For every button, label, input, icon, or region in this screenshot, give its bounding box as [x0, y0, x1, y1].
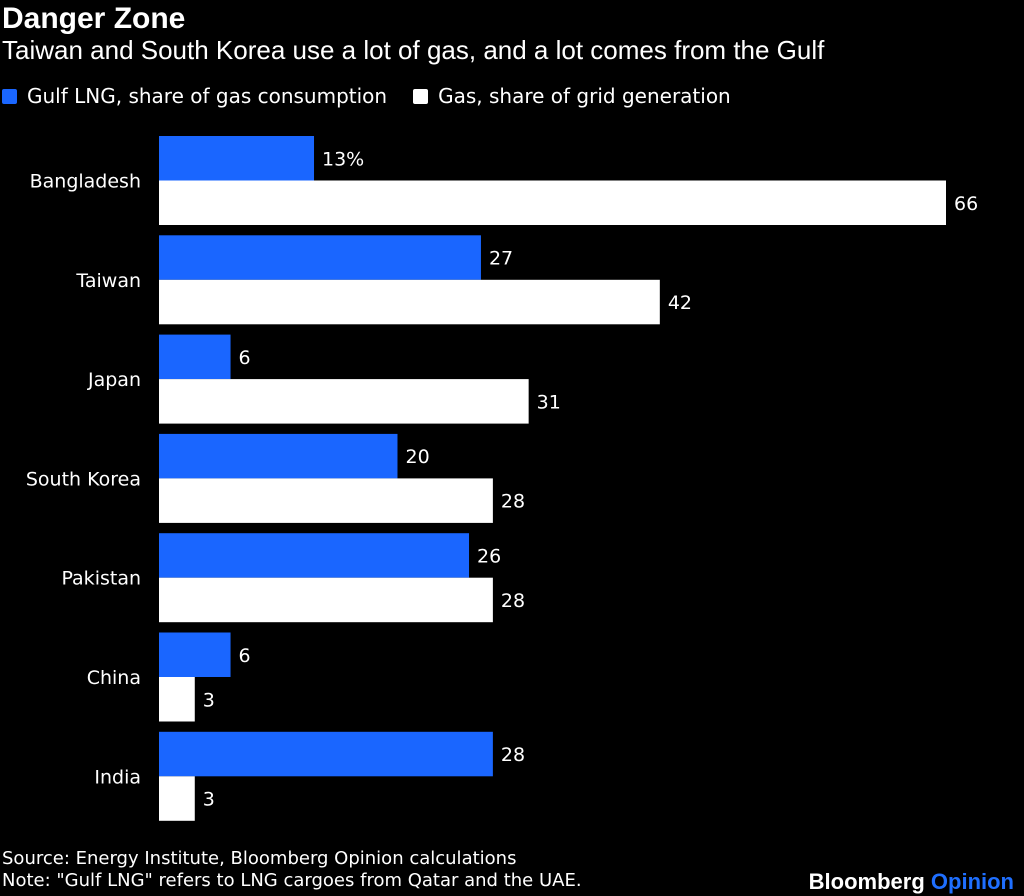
bar-gulf-lng-bangladesh — [159, 136, 315, 181]
legend-item-gulf-lng: Gulf LNG, share of gas consumption — [2, 83, 387, 109]
legend-label-gas-grid: Gas, share of grid generation — [438, 84, 731, 108]
bar-gas-grid-taiwan — [159, 279, 660, 325]
note-text: Note: "Gulf LNG" refers to LNG cargoes f… — [2, 870, 582, 891]
bar-gas-grid-south-korea — [159, 478, 493, 523]
value-label-gas-grid-pakistan: 28 — [501, 590, 525, 612]
value-label-gulf-lng-china: 6 — [239, 645, 251, 667]
category-label-south-korea: South Korea — [26, 468, 141, 490]
legend-swatch-gas-grid — [413, 88, 429, 104]
chart-subtitle: Taiwan and South Korea use a lot of gas,… — [2, 35, 825, 65]
bar-gulf-lng-pakistan — [159, 533, 470, 578]
value-label-gulf-lng-south-korea: 20 — [405, 446, 429, 468]
bar-gas-grid-china — [159, 677, 195, 722]
value-label-gas-grid-south-korea: 28 — [501, 491, 525, 513]
value-label-gulf-lng-india: 28 — [501, 744, 525, 766]
chart-title: Danger Zone — [2, 2, 186, 35]
legend: Gulf LNG, share of gas consumption Gas, … — [2, 83, 757, 109]
bar-gas-grid-india — [159, 776, 195, 821]
brand-section: Opinion — [930, 869, 1014, 894]
bar-gas-grid-bangladesh — [159, 180, 946, 225]
category-label-india: India — [94, 766, 141, 788]
value-label-gulf-lng-bangladesh: 13% — [322, 148, 364, 170]
value-label-gulf-lng-taiwan: 27 — [489, 248, 513, 270]
bar-gulf-lng-japan — [159, 334, 231, 380]
bar-gulf-lng-india — [159, 731, 493, 777]
value-label-gulf-lng-japan: 6 — [239, 347, 251, 369]
bar-gas-grid-japan — [159, 379, 529, 424]
category-label-japan: Japan — [87, 369, 141, 391]
legend-label-gulf-lng: Gulf LNG, share of gas consumption — [27, 84, 388, 108]
category-label-taiwan: Taiwan — [75, 270, 141, 292]
bar-gulf-lng-taiwan — [159, 235, 481, 280]
source-text: Source: Energy Institute, Bloomberg Opin… — [2, 848, 517, 869]
bar-gulf-lng-china — [159, 632, 231, 677]
value-label-gas-grid-taiwan: 42 — [668, 292, 692, 314]
legend-swatch-gulf-lng — [2, 88, 17, 104]
value-label-gulf-lng-pakistan: 26 — [477, 545, 501, 567]
footer-notes: Source: Energy Institute, Bloomberg Opin… — [2, 848, 582, 892]
value-label-gas-grid-japan: 31 — [537, 391, 561, 413]
value-label-gas-grid-india: 3 — [203, 789, 215, 811]
value-label-gas-grid-bangladesh: 66 — [954, 193, 978, 215]
category-label-pakistan: Pakistan — [61, 568, 141, 590]
value-label-gas-grid-china: 3 — [203, 689, 215, 711]
category-label-china: China — [87, 667, 141, 689]
bar-chart: Bangladesh 13% 66 Taiwan 27 42 Japan 6 31 South K… — [26, 136, 978, 821]
legend-item-gas-grid: Gas, share of grid generation — [413, 83, 731, 109]
brand-logo: Bloomberg Opinion — [809, 870, 1014, 894]
category-label-bangladesh: Bangladesh — [30, 171, 141, 193]
brand-name: Bloomberg — [808, 869, 925, 894]
bar-gulf-lng-south-korea — [159, 433, 398, 479]
bar-gas-grid-pakistan — [159, 577, 493, 623]
